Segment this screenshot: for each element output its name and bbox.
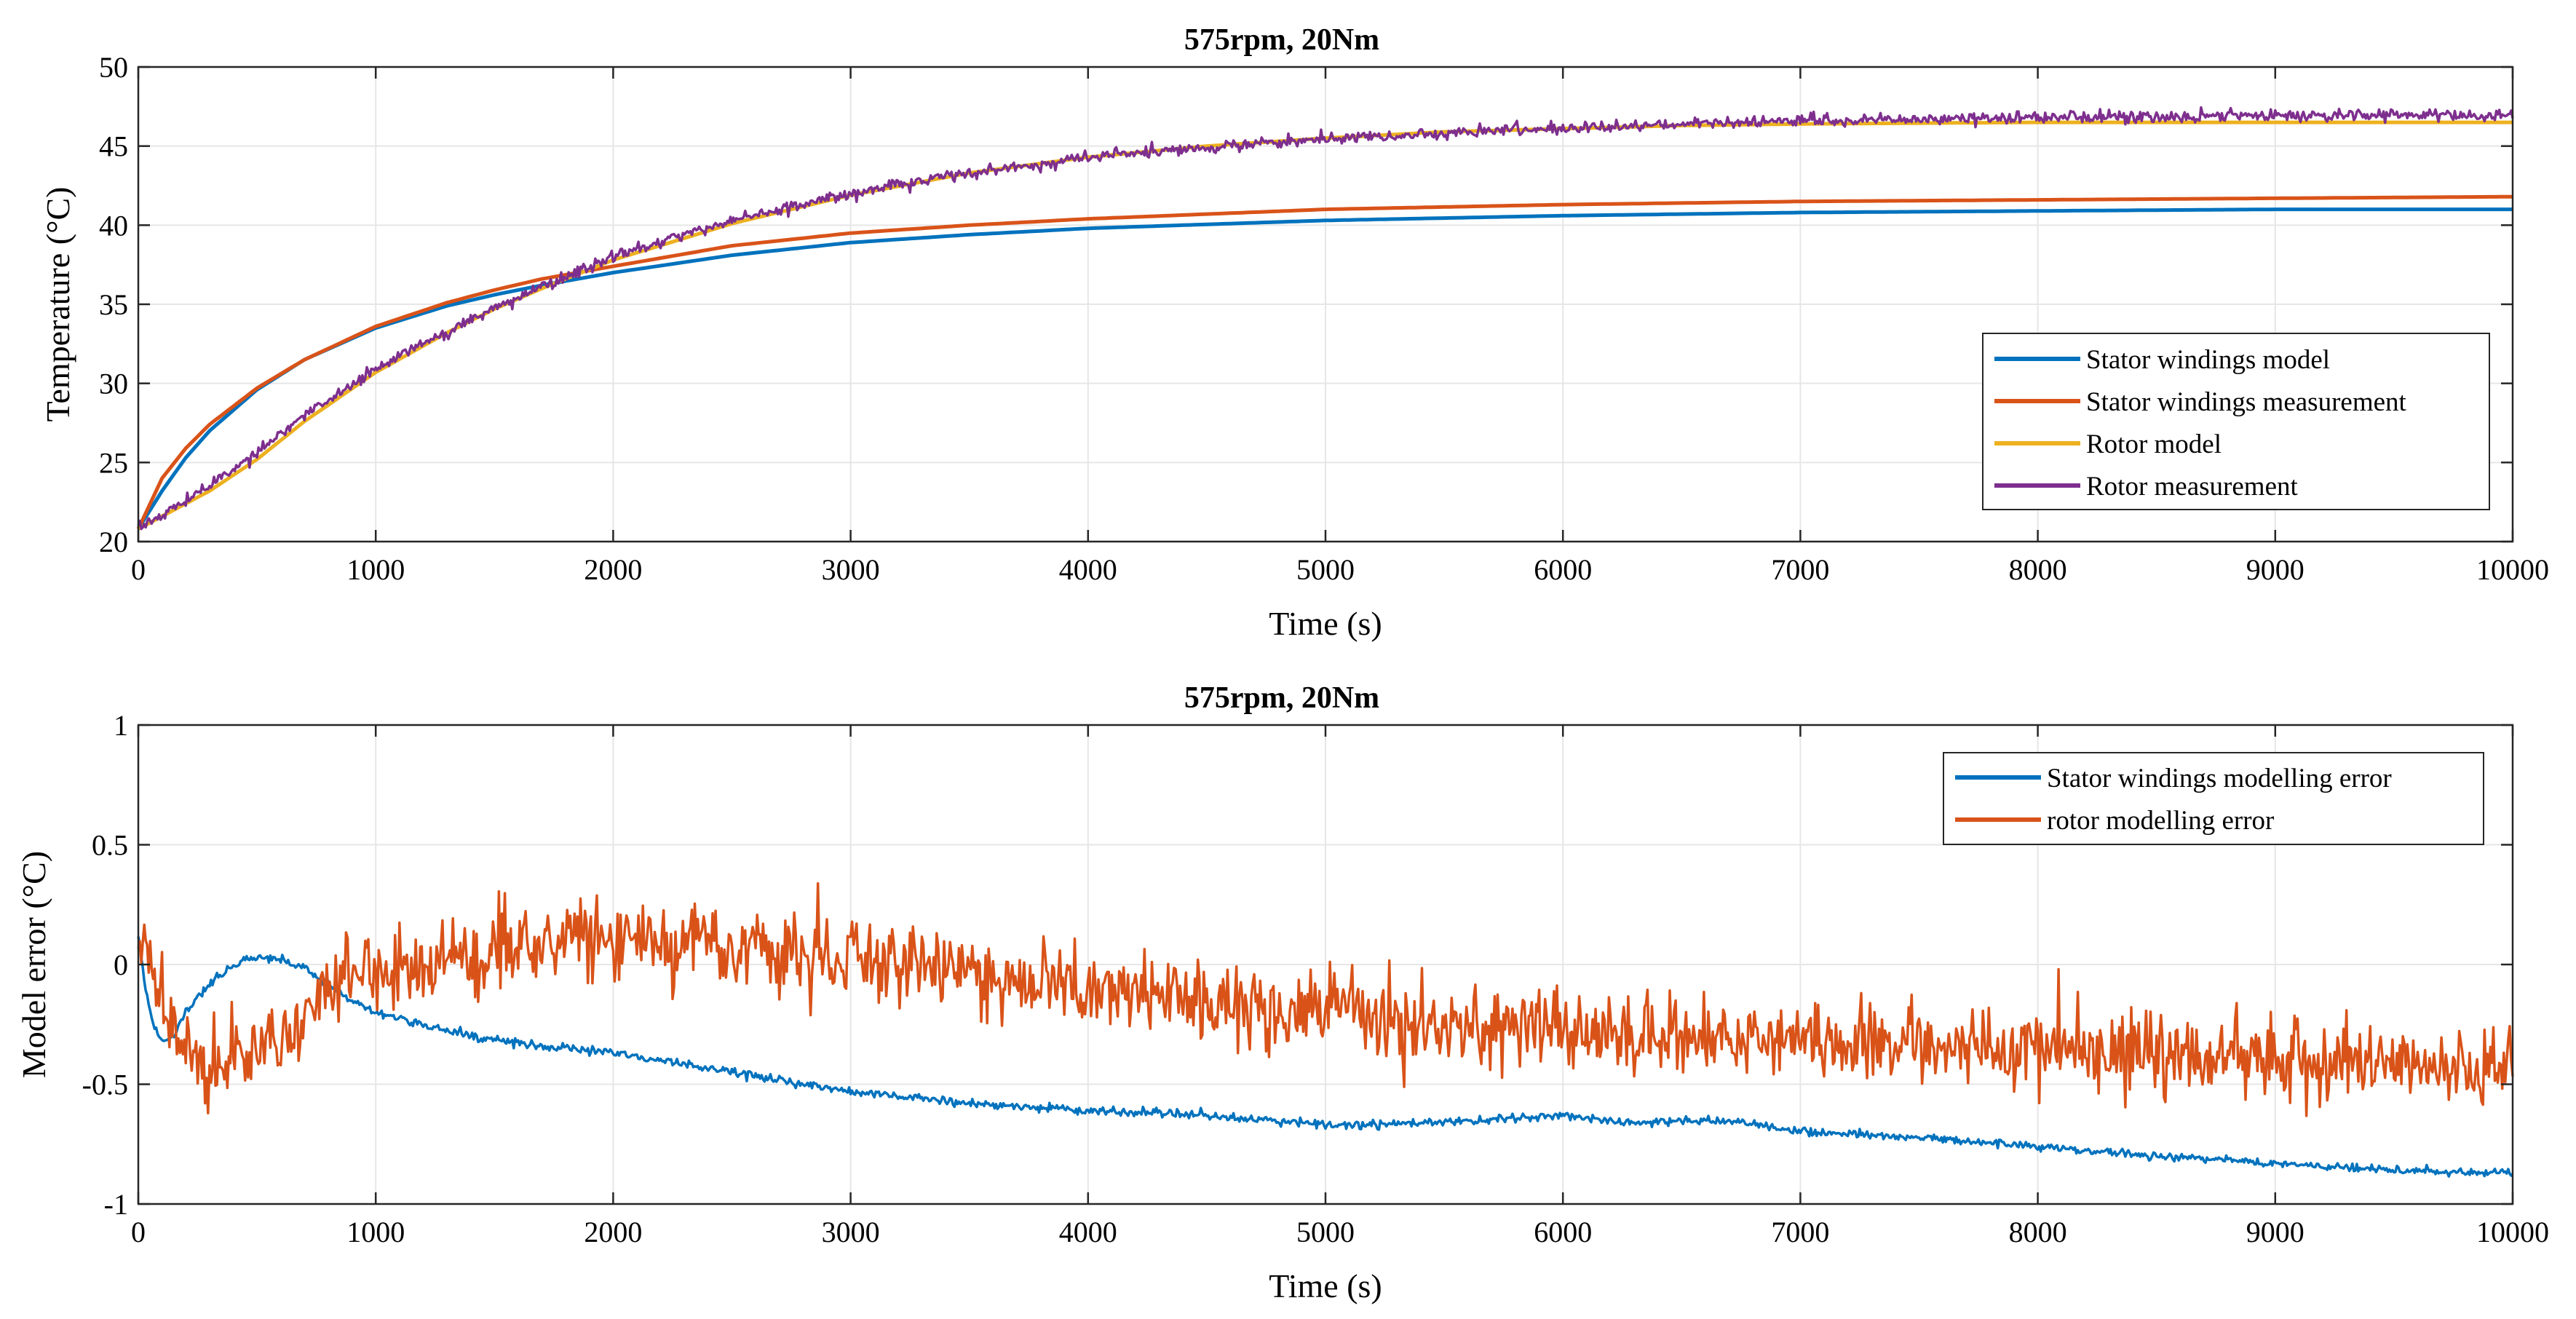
x-tick-label: 1000: [346, 553, 405, 586]
x-tick-label: 6000: [1534, 1216, 1592, 1248]
legend-label-rotor-measurement: Rotor measurement: [2086, 472, 2298, 502]
x-tick-label: 8000: [2009, 1216, 2067, 1248]
x-tick-label: 3000: [822, 553, 880, 586]
series-line-stator-windings-modelling-error: [137, 936, 2514, 1178]
y-tick-label: 0.5: [92, 829, 128, 862]
y-tick-label: 25: [99, 446, 128, 479]
legend-label-rotor-error: rotor modelling error: [2047, 806, 2274, 836]
x-tick-label: 0: [131, 1216, 146, 1248]
x-tick-label: 2000: [584, 553, 642, 586]
x-tick-label: 8000: [2009, 553, 2067, 586]
x-tick-label: 1000: [346, 1216, 405, 1248]
y-tick-label: 30: [99, 368, 128, 400]
x-tick-label: 4000: [1059, 553, 1117, 586]
x-tick-label: 5000: [1296, 1216, 1355, 1248]
x-tick-label: 9000: [2246, 553, 2304, 586]
y-tick-label: 45: [99, 130, 128, 163]
legend-box: [1943, 752, 2484, 845]
x-tick-label: 10000: [2476, 553, 2549, 586]
series-lines: [137, 882, 2514, 1178]
x-tick-label: 10000: [2476, 1216, 2549, 1248]
x-tick-label: 3000: [822, 1216, 880, 1248]
legend-label-stator-model: Stator windings model: [2086, 345, 2330, 375]
series-line-stator-windings-measurement: [136, 194, 2513, 530]
y-axis-label: Temperature (°C): [39, 187, 76, 422]
x-tick-label: 7000: [1771, 553, 1829, 586]
y-tick-label: 50: [99, 51, 128, 84]
series-lines: [136, 106, 2514, 531]
x-tick-label: 6000: [1534, 553, 1592, 586]
y-tick-label: 40: [99, 209, 128, 242]
legend-label-stator-error: Stator windings modelling error: [2047, 764, 2392, 793]
x-tick-label: 0: [131, 553, 146, 586]
y-tick-label: 20: [99, 526, 128, 558]
y-tick-label: 35: [99, 288, 128, 321]
y-tick-label: -1: [104, 1188, 128, 1221]
x-tick-label: 2000: [584, 1216, 642, 1248]
temperature-chart: 575rpm, 20Nm 0 1000 2000 3000 4000 5000 6000 70…: [39, 23, 2549, 642]
ticks: 0 1000 2000 3000 4000 5000 6000 7000 8000 9000 100…: [99, 51, 2549, 586]
x-axis-label: Time (s): [1269, 605, 1382, 642]
y-tick-label: 1: [114, 709, 128, 742]
legend-label-stator-measurement: Stator windings measurement: [2086, 387, 2407, 417]
x-tick-label: 7000: [1771, 1216, 1829, 1248]
series-line-rotor-measurement: [137, 106, 2514, 531]
legend-box: [1982, 333, 2490, 510]
x-tick-label: 5000: [1296, 553, 1355, 586]
ticks: 0 1000 2000 3000 4000 5000 6000 7000 8000 9000 100…: [82, 709, 2549, 1248]
series-line-rotor-modelling-error: [137, 882, 2514, 1117]
chart-title: 575rpm, 20Nm: [1184, 23, 1379, 57]
x-tick-label: 9000: [2246, 1216, 2304, 1248]
chart-title: 575rpm, 20Nm: [1184, 681, 1379, 715]
legend-label-rotor-model: Rotor model: [2086, 429, 2222, 459]
legend: Stator windings modelling error rotor mo…: [1943, 752, 2484, 845]
model-error-chart: 575rpm, 20Nm 0 1000 2000 3000 4000 5000 6000 70…: [15, 681, 2549, 1304]
y-tick-label: -0.5: [82, 1069, 128, 1101]
x-tick-label: 4000: [1059, 1216, 1117, 1248]
y-axis-label: Model error (°C): [15, 851, 52, 1078]
x-axis-label: Time (s): [1269, 1267, 1382, 1304]
y-tick-label: 0: [114, 948, 128, 981]
legend: Stator windings model Stator windings me…: [1982, 333, 2490, 510]
